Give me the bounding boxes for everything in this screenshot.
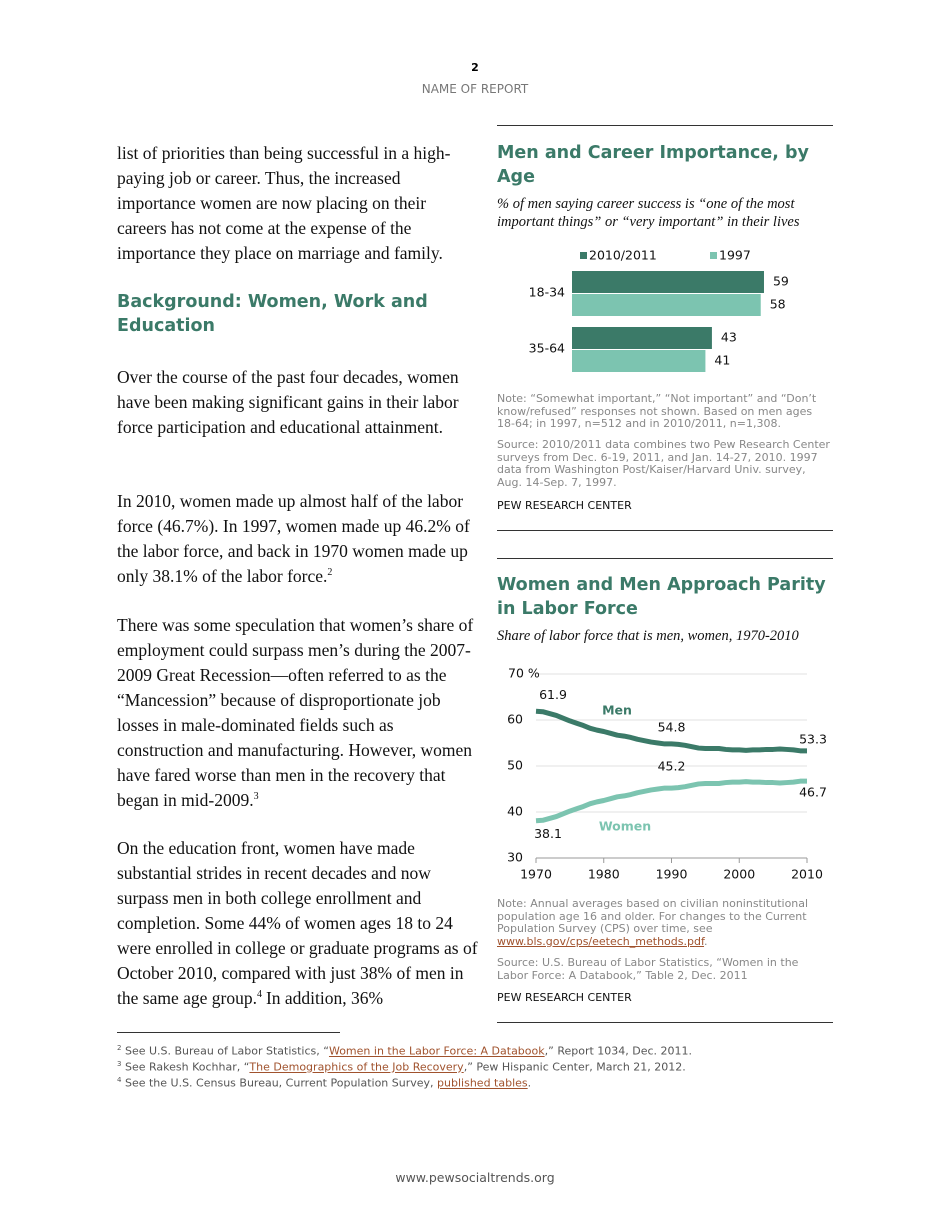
- chart-subtitle: Share of labor force that is men, women,…: [497, 628, 799, 644]
- page-number: 2: [471, 61, 479, 74]
- x-tick-label: 2000: [723, 867, 755, 882]
- rule: [497, 1022, 833, 1023]
- footnote-ref: 3: [253, 791, 259, 803]
- y-tick-label: 50: [507, 758, 523, 773]
- chart-source: Source: 2010/2011 data combines two Pew …: [497, 438, 830, 489]
- footnote: 2 See U.S. Bureau of Labor Statistics, “…: [117, 1044, 692, 1058]
- bar: [572, 294, 761, 316]
- line: [535, 708, 807, 754]
- paragraph: list of priorities than being successful…: [117, 143, 451, 263]
- data-label: 61.9: [539, 687, 567, 702]
- bar: [572, 350, 706, 372]
- text: ,” Pew Hispanic Center, March 21, 2012.: [463, 1060, 686, 1074]
- data-label: 38.1: [534, 826, 562, 841]
- chart-title: Women and Men Approach Parity in Labor F…: [497, 575, 826, 619]
- footnote-ref: 4: [256, 989, 262, 1001]
- data-label: 54.8: [658, 719, 686, 734]
- text: .: [527, 1076, 532, 1090]
- rule: [497, 125, 833, 126]
- y-tick-label: 60: [507, 712, 523, 727]
- chart-credit: PEW RESEARCH CENTER: [497, 499, 632, 512]
- chart-note: Note: Annual averages based on civilian …: [497, 897, 833, 948]
- bar: [572, 327, 712, 349]
- report-name: NAME OF REPORT: [421, 82, 529, 96]
- data-label: 45.2: [658, 759, 686, 774]
- bar: [572, 271, 764, 293]
- footnote-number: 3: [117, 1060, 122, 1068]
- text: See the U.S. Census Bureau, Current Popu…: [124, 1076, 438, 1090]
- data-label: 46.7: [799, 785, 827, 800]
- text: See U.S. Bureau of Labor Statistics, “: [124, 1044, 329, 1058]
- x-tick-label: 1980: [588, 867, 620, 882]
- paragraph: There was some speculation that women’s …: [117, 613, 479, 813]
- value-label: 58: [770, 297, 786, 312]
- series-label: Women: [599, 819, 651, 834]
- legend-swatch: [580, 252, 587, 259]
- value-label: 59: [773, 274, 789, 289]
- footnote-number: 2: [117, 1044, 122, 1052]
- link[interactable]: Women in the Labor Force: A Databook: [328, 1044, 545, 1058]
- chart-note: Note: “Somewhat important,” “Not importa…: [497, 392, 817, 430]
- text: In 2010, women made up almost half of th…: [117, 491, 470, 586]
- text: ,” Report 1034, Dec. 2011.: [544, 1044, 693, 1058]
- x-tick-label: 1990: [656, 867, 688, 882]
- footnote-ref: 2: [327, 567, 333, 579]
- link[interactable]: www.bls.gov/cps/eetech_methods.pdf: [497, 934, 705, 948]
- chart-credit: PEW RESEARCH CENTER: [497, 991, 632, 1004]
- chart-title: Men and Career Importance, by Age: [497, 143, 809, 187]
- category-label: 18-34: [529, 285, 565, 300]
- x-tick-label: 2010: [791, 867, 823, 882]
- link[interactable]: The Demographics of the Job Recovery: [249, 1060, 464, 1074]
- text: See Rakesh Kochhar, “: [124, 1060, 250, 1074]
- paragraph: In 2010, women made up almost half of th…: [117, 489, 479, 589]
- footnote: 3 See Rakesh Kochhar, “The Demographics …: [117, 1060, 686, 1074]
- data-label: 53.3: [799, 731, 827, 746]
- section-heading: Background: Women, Work and Education: [117, 292, 428, 336]
- footnote-rule: [117, 1032, 340, 1033]
- text: On the education front, women have made …: [117, 838, 478, 1008]
- line: [535, 778, 807, 824]
- y-tick-label: 30: [507, 850, 523, 865]
- footnote: 4 See the U.S. Census Bureau, Current Po…: [117, 1076, 531, 1090]
- value-label: 41: [714, 353, 730, 368]
- footnote-number: 4: [117, 1076, 122, 1084]
- category-label: 35-64: [529, 341, 565, 356]
- footer: www.pewsocialtrends.org: [395, 1170, 555, 1185]
- paragraph: Over the course of the past four decades…: [117, 367, 459, 437]
- series-label: Men: [602, 703, 632, 718]
- x-tick-label: 1970: [520, 867, 552, 882]
- legend-label: 1997: [719, 248, 751, 263]
- link[interactable]: published tables: [437, 1076, 528, 1090]
- chart-source: Source: U.S. Bureau of Labor Statistics,…: [497, 956, 799, 982]
- value-label: 43: [721, 330, 737, 345]
- y-tick-label: 40: [507, 804, 523, 819]
- text: Note: Annual averages based on civilian …: [497, 897, 809, 935]
- y-tick-label: 70 %: [508, 666, 540, 681]
- rule: [497, 530, 833, 531]
- text: There was some speculation that women’s …: [117, 615, 474, 810]
- legend-label: 2010/2011: [589, 248, 657, 263]
- legend-swatch: [710, 252, 717, 259]
- chart-subtitle: % of men saying career success is “one o…: [497, 196, 800, 230]
- rule: [497, 558, 833, 559]
- text: In addition, 36%: [265, 988, 384, 1008]
- text: .: [704, 934, 708, 948]
- paragraph: On the education front, women have made …: [117, 836, 479, 1011]
